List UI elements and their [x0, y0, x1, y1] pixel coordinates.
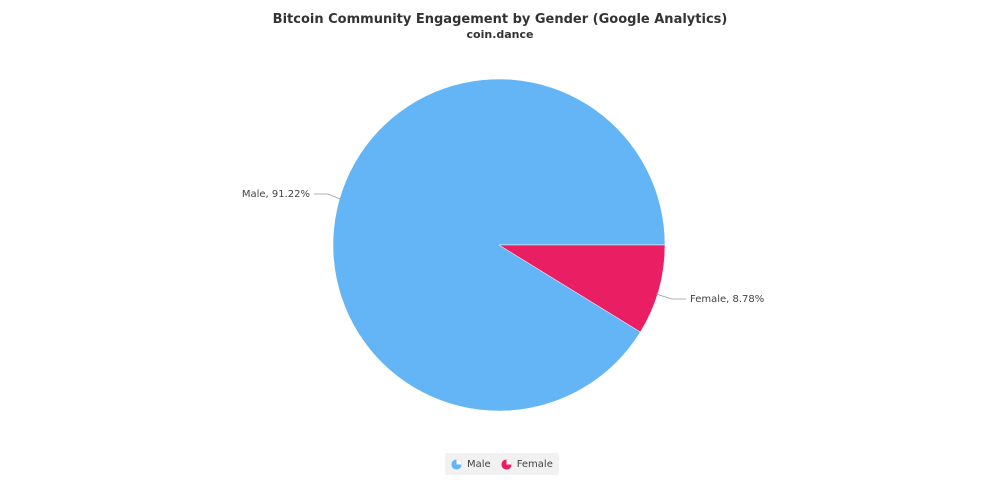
- pie-slice-female[interactable]: [498, 244, 666, 333]
- pie-labels: Male, 91.22% Female, 8.78%: [242, 189, 764, 305]
- pie-icon: [451, 458, 462, 470]
- pie-icon: [501, 458, 512, 470]
- legend-label-male: Male: [467, 458, 491, 470]
- label-connector-male: [314, 193, 341, 200]
- label-connector-female: [655, 293, 686, 300]
- chart-subtitle: coin.dance: [466, 28, 534, 41]
- legend-label-female: Female: [516, 458, 553, 470]
- legend: Male Female: [445, 453, 559, 475]
- pie-slices: [332, 78, 666, 412]
- legend-item-male[interactable]: Male: [451, 459, 491, 470]
- chart-title: Bitcoin Community Engagement by Gender (…: [272, 12, 728, 27]
- slice-label-male: Male, 91.22%: [242, 189, 310, 200]
- slice-label-female: Female, 8.78%: [690, 294, 764, 305]
- legend-item-female[interactable]: Female: [501, 459, 553, 470]
